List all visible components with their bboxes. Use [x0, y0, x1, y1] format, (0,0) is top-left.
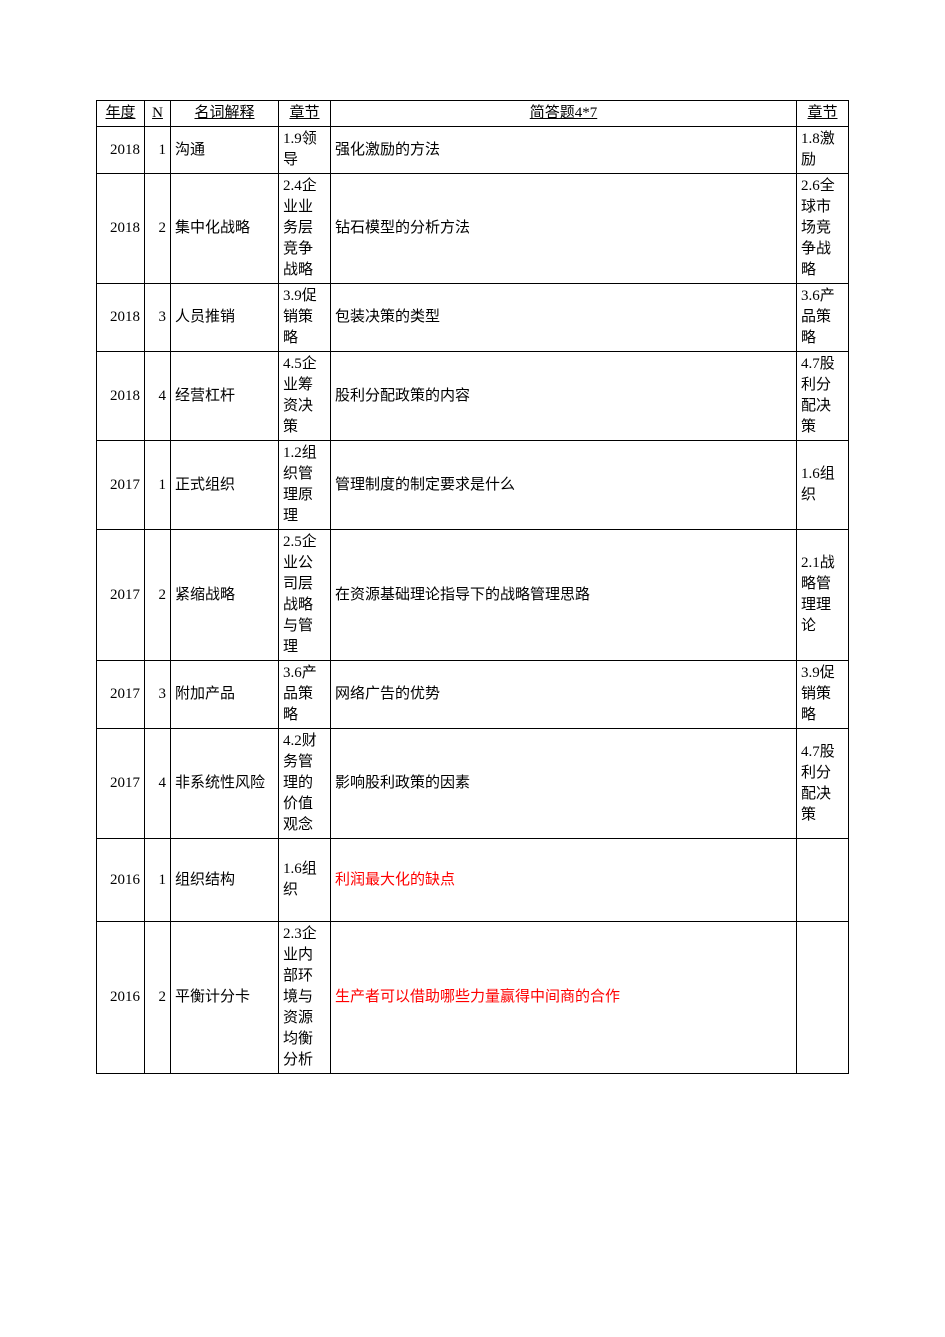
cell-term: 组织结构	[171, 839, 279, 922]
cell-chapter1: 3.6产品策略	[279, 661, 331, 729]
cell-year: 2018	[97, 352, 145, 441]
cell-chapter2: 4.7股利分配决策	[797, 352, 849, 441]
cell-n: 3	[145, 661, 171, 729]
table-row: 20171正式组织1.2组织管理原理管理制度的制定要求是什么1.6组织	[97, 441, 849, 530]
header-year: 年度	[97, 101, 145, 127]
cell-term: 平衡计分卡	[171, 922, 279, 1074]
cell-year: 2018	[97, 174, 145, 284]
cell-chapter2: 4.7股利分配决策	[797, 729, 849, 839]
cell-term: 紧缩战略	[171, 530, 279, 661]
cell-chapter1: 4.5企业筹资决策	[279, 352, 331, 441]
cell-n: 4	[145, 729, 171, 839]
cell-question: 利润最大化的缺点	[331, 839, 797, 922]
cell-chapter2	[797, 839, 849, 922]
cell-chapter1: 2.3企业内部环境与资源均衡分析	[279, 922, 331, 1074]
cell-question: 股利分配政策的内容	[331, 352, 797, 441]
header-chapter1: 章节	[279, 101, 331, 127]
cell-chapter2: 2.6全球市场竞争战略	[797, 174, 849, 284]
cell-n: 2	[145, 530, 171, 661]
cell-year: 2017	[97, 729, 145, 839]
cell-term: 沟通	[171, 127, 279, 174]
cell-question: 钻石模型的分析方法	[331, 174, 797, 284]
cell-n: 2	[145, 174, 171, 284]
cell-chapter1: 1.6组织	[279, 839, 331, 922]
cell-question: 包装决策的类型	[331, 284, 797, 352]
table-row: 20173附加产品3.6产品策略网络广告的优势3.9促销策略	[97, 661, 849, 729]
cell-term: 附加产品	[171, 661, 279, 729]
table-row: 20162平衡计分卡2.3企业内部环境与资源均衡分析生产者可以借助哪些力量赢得中…	[97, 922, 849, 1074]
table-body: 20181沟通1.9领导强化激励的方法1.8激励20182集中化战略2.4企业业…	[97, 127, 849, 1074]
header-term: 名词解释	[171, 101, 279, 127]
cell-question: 强化激励的方法	[331, 127, 797, 174]
cell-year: 2017	[97, 530, 145, 661]
table-row: 20182集中化战略2.4企业业务层竞争战略钻石模型的分析方法2.6全球市场竞争…	[97, 174, 849, 284]
cell-term: 人员推销	[171, 284, 279, 352]
cell-chapter2: 3.6产品策略	[797, 284, 849, 352]
cell-term: 经营杠杆	[171, 352, 279, 441]
cell-chapter1: 2.4企业业务层竞争战略	[279, 174, 331, 284]
cell-chapter1: 1.9领导	[279, 127, 331, 174]
table-row: 20183人员推销3.9促销策略包装决策的类型3.6产品策略	[97, 284, 849, 352]
cell-chapter2	[797, 922, 849, 1074]
cell-chapter2: 2.1战略管理理论	[797, 530, 849, 661]
cell-n: 4	[145, 352, 171, 441]
cell-term: 集中化战略	[171, 174, 279, 284]
cell-n: 1	[145, 839, 171, 922]
header-chapter2: 章节	[797, 101, 849, 127]
cell-chapter2: 1.8激励	[797, 127, 849, 174]
exam-questions-table: 年度 N 名词解释 章节 简答题4*7 章节 20181沟通1.9领导强化激励的…	[96, 100, 849, 1074]
table-row: 20172紧缩战略2.5企业公司层战略与管理在资源基础理论指导下的战略管理思路2…	[97, 530, 849, 661]
cell-question: 在资源基础理论指导下的战略管理思路	[331, 530, 797, 661]
cell-year: 2018	[97, 284, 145, 352]
cell-n: 1	[145, 127, 171, 174]
cell-chapter2: 1.6组织	[797, 441, 849, 530]
cell-n: 1	[145, 441, 171, 530]
cell-n: 3	[145, 284, 171, 352]
cell-year: 2016	[97, 839, 145, 922]
table-header-row: 年度 N 名词解释 章节 简答题4*7 章节	[97, 101, 849, 127]
cell-year: 2017	[97, 441, 145, 530]
cell-chapter1: 4.2财务管理的价值观念	[279, 729, 331, 839]
table-row: 20161组织结构1.6组织利润最大化的缺点	[97, 839, 849, 922]
cell-n: 2	[145, 922, 171, 1074]
cell-question: 管理制度的制定要求是什么	[331, 441, 797, 530]
cell-question: 网络广告的优势	[331, 661, 797, 729]
cell-year: 2016	[97, 922, 145, 1074]
cell-term: 非系统性风险	[171, 729, 279, 839]
cell-term: 正式组织	[171, 441, 279, 530]
cell-chapter1: 2.5企业公司层战略与管理	[279, 530, 331, 661]
table-row: 20181沟通1.9领导强化激励的方法1.8激励	[97, 127, 849, 174]
cell-chapter2: 3.9促销策略	[797, 661, 849, 729]
header-n: N	[145, 101, 171, 127]
cell-year: 2017	[97, 661, 145, 729]
header-question: 简答题4*7	[331, 101, 797, 127]
table-row: 20184经营杠杆4.5企业筹资决策股利分配政策的内容4.7股利分配决策	[97, 352, 849, 441]
cell-chapter1: 3.9促销策略	[279, 284, 331, 352]
table-row: 20174非系统性风险4.2财务管理的价值观念影响股利政策的因素4.7股利分配决…	[97, 729, 849, 839]
cell-chapter1: 1.2组织管理原理	[279, 441, 331, 530]
cell-question: 影响股利政策的因素	[331, 729, 797, 839]
cell-question: 生产者可以借助哪些力量赢得中间商的合作	[331, 922, 797, 1074]
cell-year: 2018	[97, 127, 145, 174]
